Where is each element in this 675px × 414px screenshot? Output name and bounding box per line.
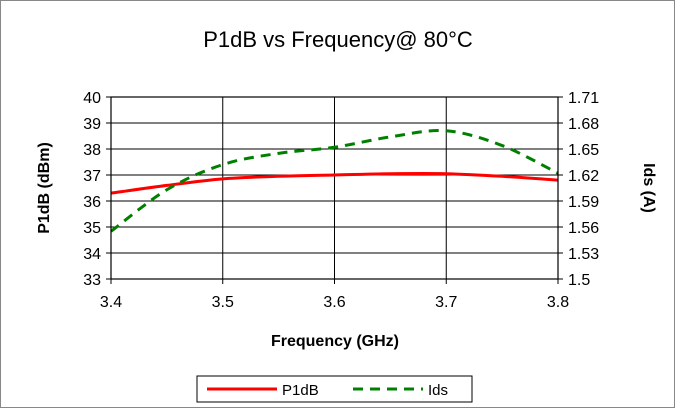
grid-layer (110, 96, 559, 280)
x-axis-title: Frequency (GHz) (271, 333, 399, 350)
y-tick-label: 33 (83, 272, 101, 289)
y2-tick-label: 1.59 (568, 194, 599, 211)
y-tick-label: 40 (83, 90, 101, 107)
series-layer (110, 129, 559, 233)
series-line-p1db (110, 171, 559, 195)
y2-tick-label: 1.53 (568, 246, 599, 263)
y-tick-label: 35 (83, 220, 101, 237)
y2-tick-label: 1.62 (568, 168, 599, 185)
x-tick-label: 3.7 (435, 294, 457, 311)
x-tick-label: 3.8 (547, 294, 569, 311)
y-tick-label: 39 (83, 116, 101, 133)
y-tick-label: 36 (83, 194, 101, 211)
y2-tick-label: 1.71 (568, 90, 599, 107)
x-tick-label: 3.4 (100, 294, 122, 311)
y2-tick-label: 1.5 (568, 272, 590, 289)
legend-label-p1db: P1dB (282, 382, 319, 399)
y-tick-label: 34 (83, 246, 101, 263)
y2-tick-label: 1.68 (568, 116, 599, 133)
legend: P1dB Ids (196, 375, 473, 403)
y2-axis-title: Ids (A) (640, 163, 657, 213)
y2-tick-label: 1.65 (568, 142, 599, 159)
y-tick-label: 38 (83, 142, 101, 159)
y2-tick-label: 1.56 (568, 220, 599, 237)
series-line-ids (110, 129, 559, 233)
y-tick-label: 37 (83, 168, 101, 185)
x-tick-label: 3.6 (323, 294, 345, 311)
x-tick-label: 3.5 (212, 294, 234, 311)
plot-border (110, 96, 559, 280)
tick-layer: 33 34 35 36 37 38 39 40 1.5 1.53 1.56 1.59 1.62 1.65 1… (83, 90, 599, 311)
chart-title: P1dB vs Frequency@ 80°C (203, 27, 473, 52)
y-axis-title: P1dB (dBm) (36, 142, 53, 234)
legend-label-ids: Ids (428, 382, 448, 399)
